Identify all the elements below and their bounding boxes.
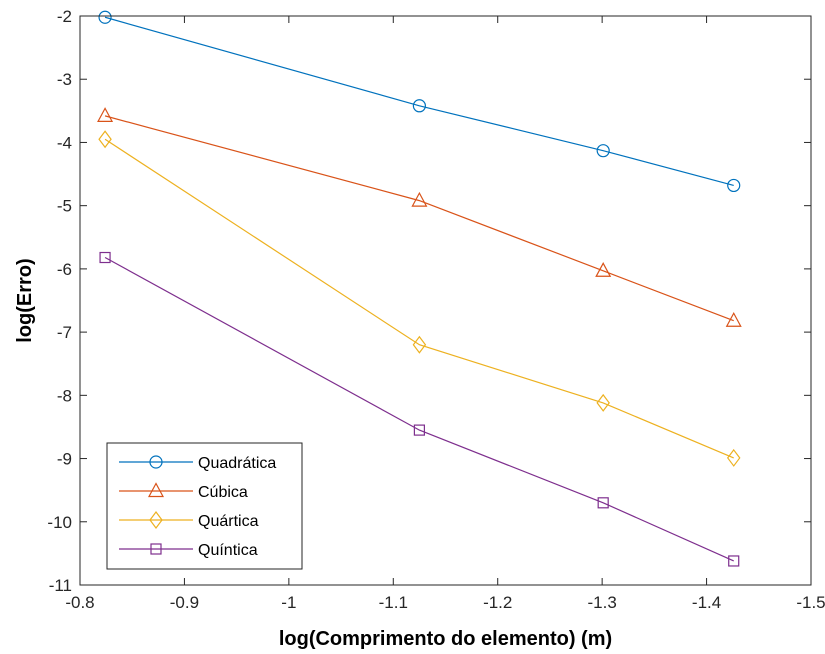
x-tick-label: -1.4 <box>692 593 721 612</box>
y-tick-label: -4 <box>57 133 72 152</box>
data-point-marker <box>726 448 741 467</box>
legend-label: Quíntica <box>198 542 258 559</box>
data-point-marker <box>597 497 609 509</box>
data-point-marker <box>97 107 114 122</box>
legend-box <box>106 442 303 570</box>
data-point-marker <box>725 311 742 327</box>
data-point-marker <box>595 262 612 277</box>
data-point-marker <box>412 99 426 113</box>
y-tick-label: -8 <box>57 386 72 405</box>
legend-marker <box>147 482 165 498</box>
data-point-marker <box>412 335 427 354</box>
legend-marker <box>150 543 162 555</box>
x-tick-label: -1.5 <box>796 593 825 612</box>
y-tick-label: -2 <box>57 7 72 26</box>
legend-label: Quártica <box>198 513 259 530</box>
data-point-marker <box>99 251 111 264</box>
series-line <box>104 115 734 322</box>
series-line <box>104 138 734 459</box>
y-axis-ticks: -2 -3 -4 -5 -6 -7 -8 -9 -10 -11 <box>47 7 811 595</box>
data-point-marker <box>728 555 740 567</box>
series-line <box>104 256 734 562</box>
data-point-marker <box>98 10 112 24</box>
legend-entry: Quadrática <box>119 455 276 472</box>
x-tick-label: -0.8 <box>65 593 94 612</box>
x-tick-label: -1.3 <box>587 593 616 612</box>
legend-label: Cúbica <box>198 484 248 501</box>
series-1 <box>97 107 742 327</box>
x-axis-ticks: -0.8 -0.9 -1 -1.1 -1.2 -1.3 -1.4 -1.5 <box>65 16 825 612</box>
legend-entry: Quíntica <box>119 542 258 559</box>
legend-entry: Quártica <box>119 511 259 530</box>
y-tick-label: -7 <box>57 323 72 342</box>
series-line <box>104 16 734 187</box>
x-tick-label: -0.9 <box>170 593 199 612</box>
y-tick-label: -10 <box>47 513 72 532</box>
data-point-marker <box>98 130 112 149</box>
data-point-marker <box>411 191 428 207</box>
series-2 <box>98 130 741 467</box>
y-tick-label: -9 <box>57 450 72 469</box>
data-point-marker <box>596 144 610 158</box>
y-tick-label: -11 <box>49 576 72 595</box>
x-axis-label: log(Comprimento do elemento) (m) <box>279 628 612 650</box>
x-tick-label: -1 <box>281 593 296 612</box>
y-tick-label: -3 <box>57 70 72 89</box>
x-tick-label: -1.1 <box>379 593 408 612</box>
legend-marker <box>149 511 163 529</box>
legend-entry: Cúbica <box>119 482 248 501</box>
legend-marker <box>149 455 163 469</box>
series-0 <box>98 10 741 193</box>
legend-label: Quadrática <box>198 455 276 472</box>
y-tick-label: -6 <box>57 260 72 279</box>
series-layer <box>97 10 742 567</box>
legend: Quadrática Cúbica Quártica Quíntica <box>106 442 303 570</box>
series-3 <box>99 251 740 567</box>
data-point-marker <box>413 424 425 436</box>
axes-frame <box>79 15 812 586</box>
x-tick-label: -1.2 <box>483 593 512 612</box>
y-axis-label: log(Erro) <box>14 258 36 342</box>
y-tick-label: -5 <box>57 197 72 216</box>
data-point-marker <box>596 393 610 412</box>
data-point-marker <box>727 178 741 193</box>
